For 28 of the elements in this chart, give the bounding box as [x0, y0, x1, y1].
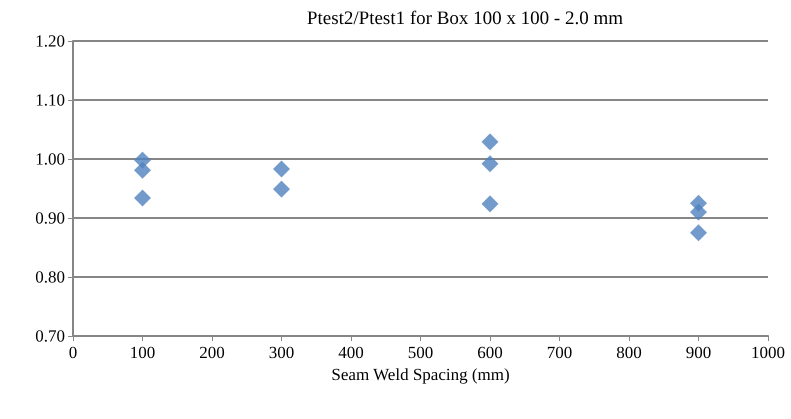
point [482, 155, 498, 172]
x-tick-label: 700 [546, 343, 572, 362]
point [134, 162, 151, 179]
point [134, 189, 151, 206]
chart-title: Ptest2/Ptest1 for Box 100 x 100 - 2.0 mm [306, 8, 624, 29]
point [482, 133, 498, 150]
x-tick-label: 600 [477, 343, 503, 362]
point [690, 204, 707, 221]
x-tick-label: 800 [616, 343, 642, 362]
point [690, 224, 707, 242]
point [482, 195, 498, 212]
x-tick-label: 900 [686, 343, 712, 362]
point [273, 180, 290, 198]
point [273, 160, 290, 178]
x-tick-label: 300 [268, 343, 294, 362]
x-tick-label: 0 [68, 343, 78, 362]
y-tick-label: 0.90 [35, 208, 65, 228]
x-tick-label: 200 [199, 343, 225, 362]
y-tick-label: 1.10 [35, 90, 65, 110]
y-tick-label: 0.80 [35, 268, 65, 286]
x-axis-title: Seam Weld Spacing (mm) [331, 365, 510, 384]
y-tick-label: 0.70 [35, 326, 65, 346]
x-tick-label: 1000 [751, 343, 785, 362]
x-tick-label: 100 [130, 343, 156, 362]
x-tick-label: 500 [408, 343, 434, 362]
x-tick-label: 400 [338, 343, 364, 362]
y-tick-label: 1.00 [35, 150, 65, 168]
y-tick-label: 1.20 [35, 32, 65, 50]
